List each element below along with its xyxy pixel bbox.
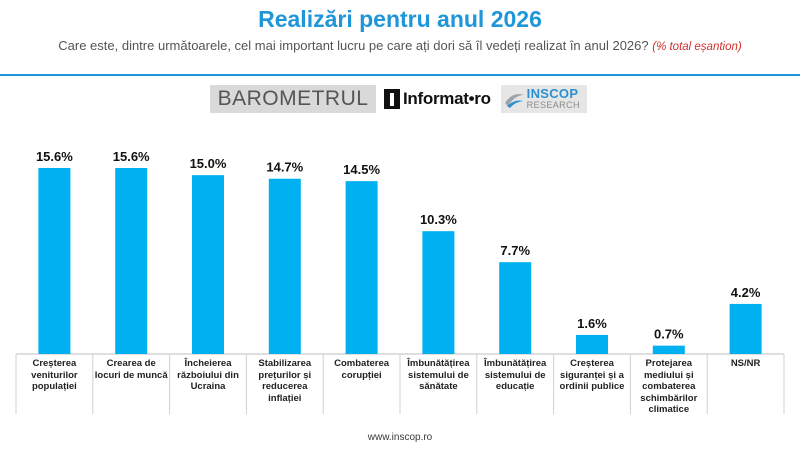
category-label: Creșterea siguranței și a ordinii public…: [559, 358, 625, 392]
subtitle-note: (% total eșantion): [652, 41, 742, 53]
bar: [268, 178, 301, 354]
barometrul-logo: BAROMETRUL: [210, 85, 376, 113]
category-label: NS/NR: [730, 358, 761, 369]
category-label: Crearea de locuri de muncă: [94, 358, 168, 381]
data-label: 15.6%: [36, 149, 73, 164]
data-label: 14.5%: [343, 162, 380, 177]
bar: [652, 345, 685, 354]
bar: [38, 168, 71, 354]
data-label: 7.7%: [500, 243, 530, 258]
bar: [192, 175, 224, 354]
subtitle-question: Care este, dintre următoarele, cel mai i…: [58, 38, 649, 53]
chart-subtitle: Care este, dintre următoarele, cel mai i…: [30, 38, 770, 55]
chart-title: Realizări pentru anul 2026: [258, 6, 542, 32]
logo-bar: BAROMETRUL Informat•ro INSCOP RESEARCH: [210, 85, 592, 113]
informat-mark-icon: [384, 89, 400, 109]
bar: [115, 168, 148, 354]
category-label: Combaterea corupției: [334, 358, 390, 381]
category-label: Îmbunătățirea sistemului de sănătate: [407, 358, 470, 392]
bar: [345, 181, 378, 354]
data-label: 15.6%: [113, 149, 150, 164]
data-label: 0.7%: [654, 327, 684, 342]
category-label: Protejarea mediului și combaterea schimb…: [640, 358, 698, 415]
data-label: 1.6%: [577, 316, 607, 331]
inscop-logo-name: INSCOP: [526, 86, 579, 101]
footer-url[interactable]: www.inscop.ro: [367, 432, 433, 443]
informat-logo-text: Informat•ro: [403, 89, 491, 108]
inscop-logo: INSCOP RESEARCH: [500, 85, 587, 113]
category-label: Stabilizarea prețurilor și reducerea inf…: [258, 358, 312, 404]
header-divider: [0, 74, 800, 76]
bar: [422, 231, 455, 354]
category-label: Creșterea veniturilor populației: [31, 358, 78, 392]
inscop-swoosh-icon: [504, 94, 524, 108]
informat-logo: Informat•ro: [384, 85, 491, 113]
data-label: 14.7%: [266, 160, 303, 175]
data-label: 4.2%: [731, 285, 761, 300]
data-label: 15.0%: [190, 156, 227, 171]
category-label: Încheierea războiului din Ucraina: [177, 358, 239, 392]
category-label: Îmbunătățirea sistemului de educație: [484, 358, 547, 392]
data-label: 10.3%: [420, 212, 457, 227]
bar: [729, 303, 762, 354]
bar: [499, 262, 532, 354]
bar: [576, 334, 608, 354]
inscop-logo-sub: RESEARCH: [526, 100, 580, 110]
